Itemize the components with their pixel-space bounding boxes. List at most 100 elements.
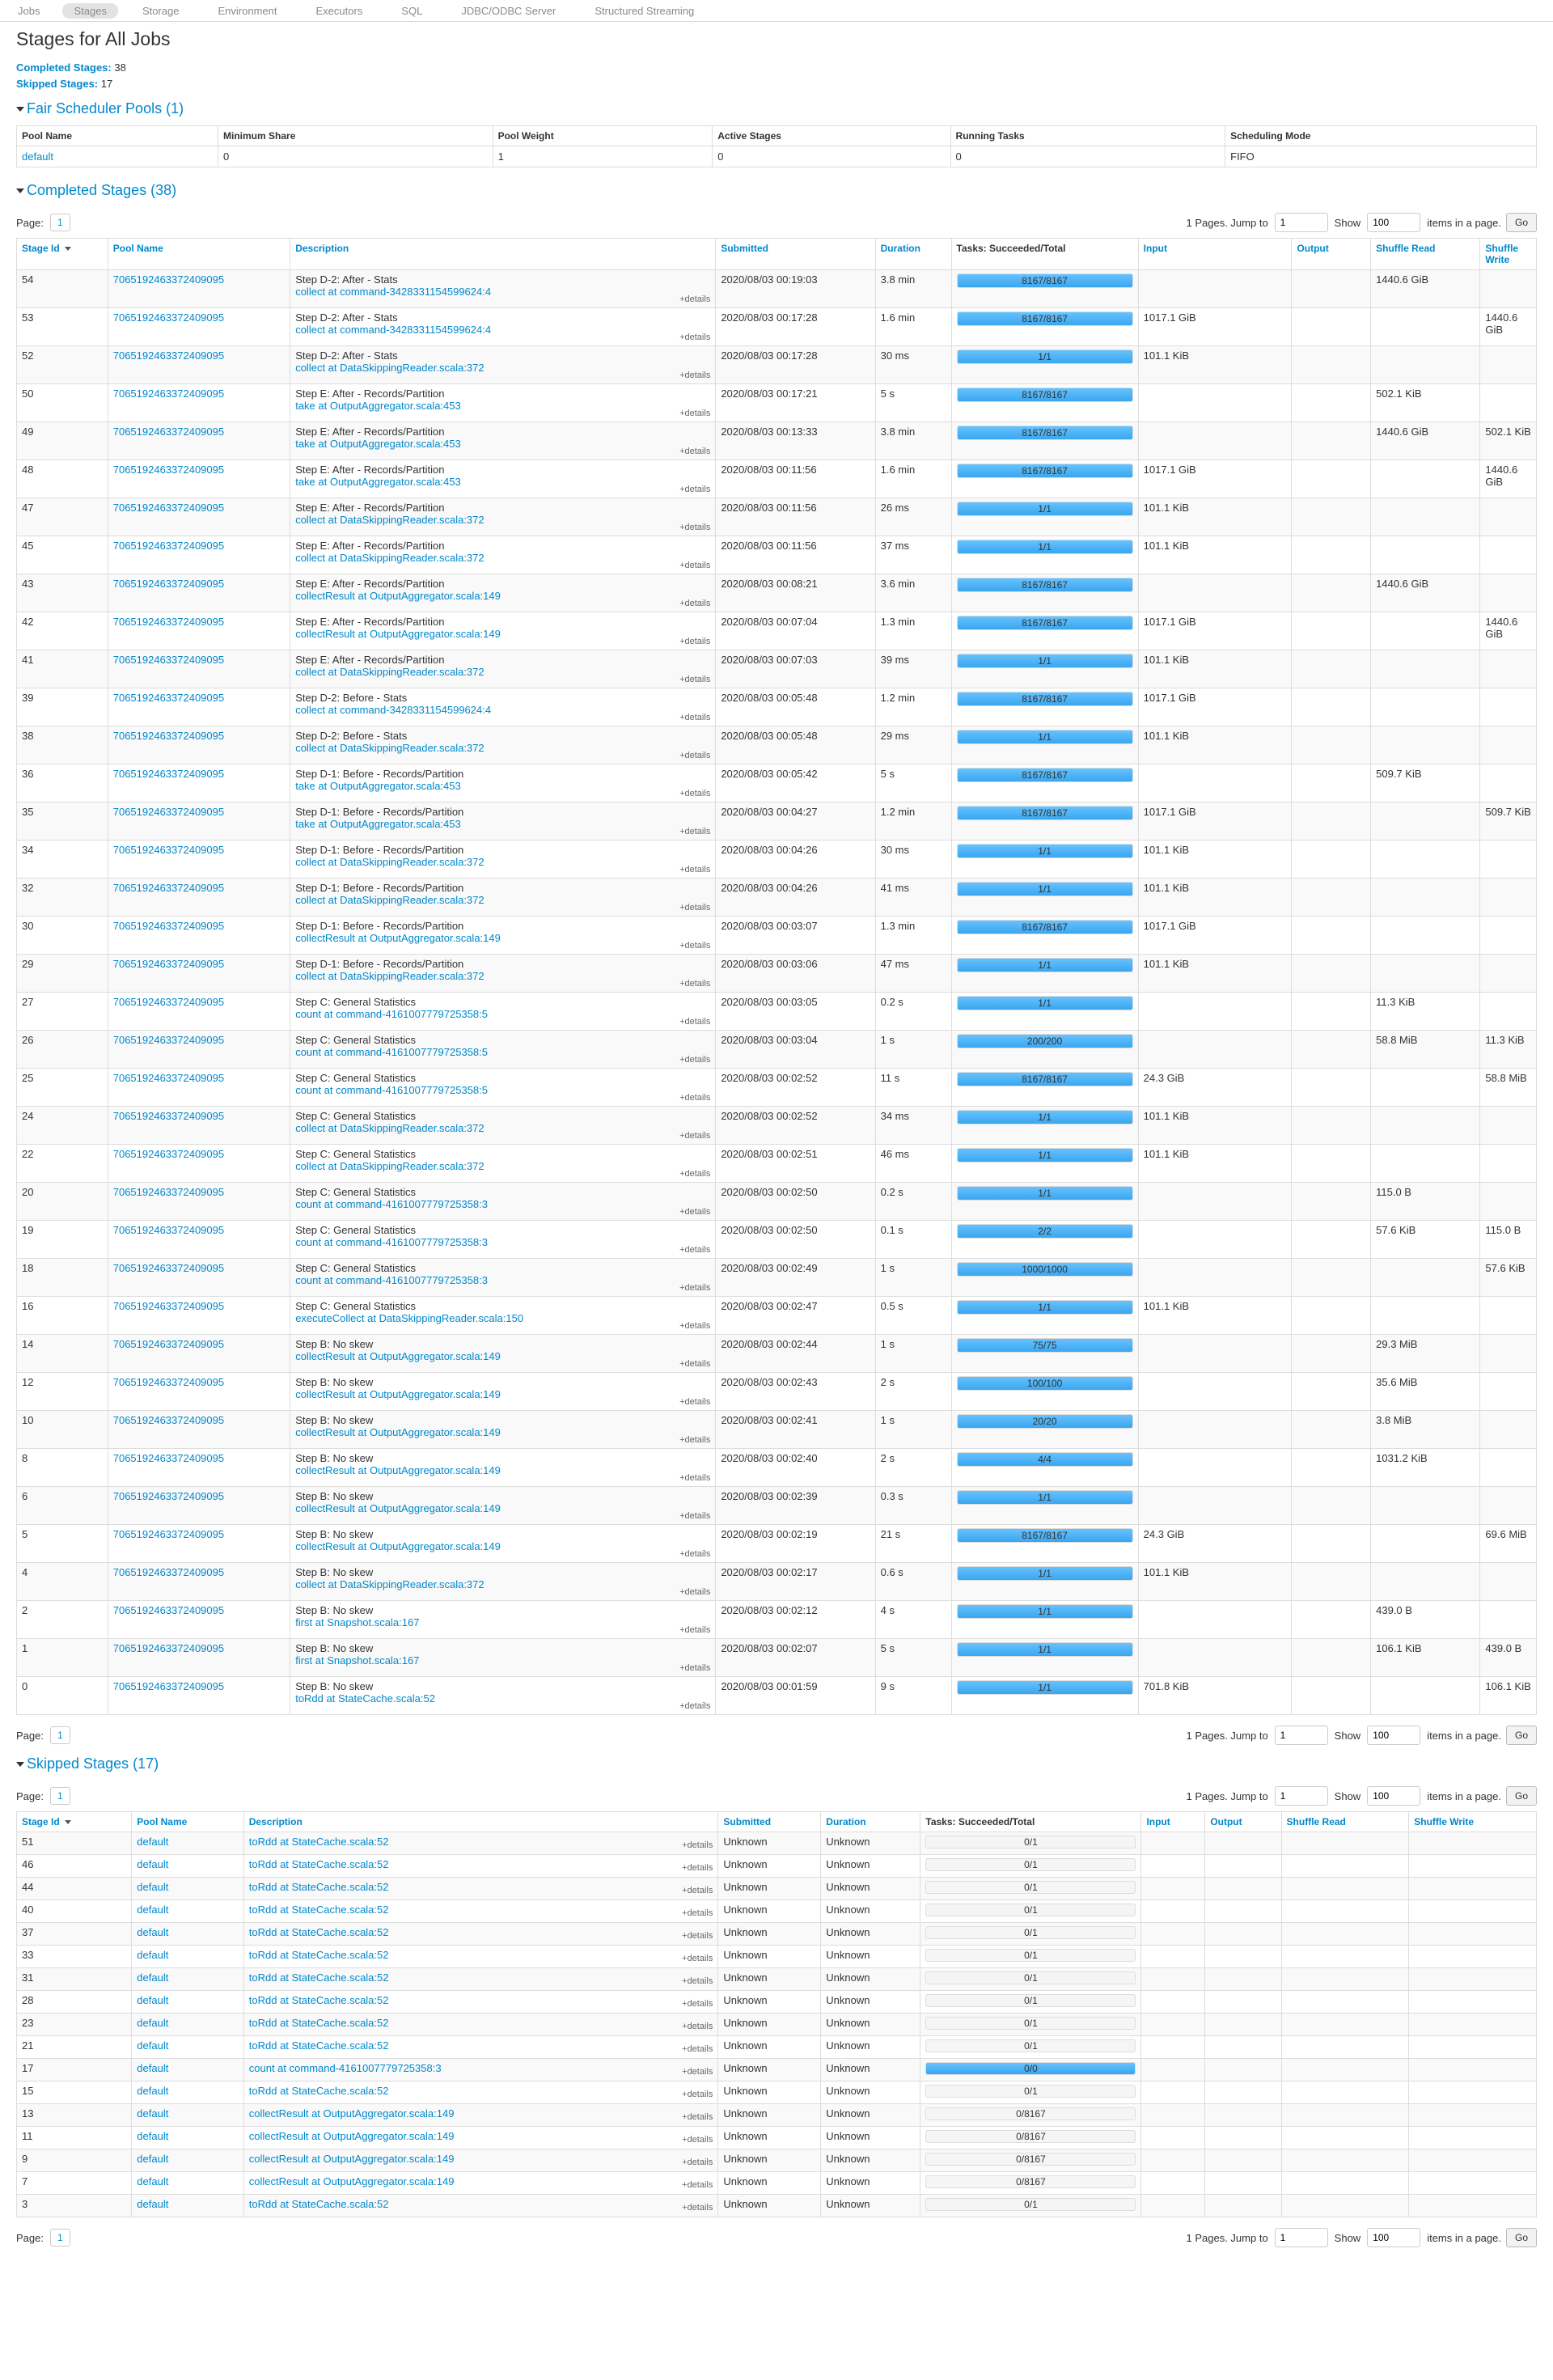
pool-name-link[interactable]: 7065192463372409095 — [112, 654, 225, 666]
details-toggle[interactable]: +details — [679, 1435, 711, 1445]
page-number-link[interactable]: 1 — [49, 2229, 70, 2247]
column-header-shuffle-write[interactable]: Shuffle Write — [1408, 1811, 1537, 1832]
stage-name-link[interactable]: toRdd at StateCache.scala:52 — [248, 1858, 389, 1870]
pool-name-link[interactable]: 7065192463372409095 — [112, 1376, 225, 1388]
pool-name-link[interactable]: default — [137, 2175, 169, 2187]
stage-name-link[interactable]: executeCollect at DataSkippingReader.sca… — [295, 1312, 524, 1324]
details-toggle[interactable]: +details — [679, 1473, 711, 1483]
stage-name-link[interactable]: toRdd at StateCache.scala:52 — [248, 1994, 389, 2006]
details-toggle[interactable]: +details — [679, 1207, 711, 1217]
pool-name-link[interactable]: 7065192463372409095 — [112, 387, 225, 400]
pool-name-link[interactable]: 7065192463372409095 — [112, 464, 225, 476]
details-toggle[interactable]: +details — [679, 1131, 711, 1141]
pool-name-link[interactable]: default — [137, 1881, 169, 1893]
stage-name-link[interactable]: take at OutputAggregator.scala:453 — [295, 476, 461, 488]
stage-name-link[interactable]: count at command-4161007779725358:5 — [295, 1008, 488, 1020]
column-header-submitted[interactable]: Submitted — [715, 238, 876, 270]
pool-name-link[interactable]: 7065192463372409095 — [112, 1262, 225, 1274]
nav-tab-sql[interactable]: SQL — [401, 4, 423, 17]
pool-name-link[interactable]: 7065192463372409095 — [112, 958, 225, 970]
pool-name-link[interactable]: 7065192463372409095 — [112, 1072, 225, 1084]
pool-name-link[interactable]: default — [137, 1971, 169, 1984]
pool-name-link[interactable]: 7065192463372409095 — [112, 1528, 225, 1540]
pool-name-link[interactable]: 7065192463372409095 — [112, 844, 225, 856]
stage-name-link[interactable]: collectResult at OutputAggregator.scala:… — [248, 2175, 455, 2187]
pool-name-link[interactable]: 7065192463372409095 — [112, 768, 225, 780]
stage-name-link[interactable]: collect at DataSkippingReader.scala:372 — [295, 894, 485, 906]
pools-section-toggle[interactable]: Fair Scheduler Pools (1) — [16, 100, 1537, 117]
stage-name-link[interactable]: collect at command-3428331154599624:4 — [295, 286, 492, 298]
details-toggle[interactable]: +details — [682, 1931, 713, 1941]
stage-name-link[interactable]: collect at DataSkippingReader.scala:372 — [295, 552, 485, 564]
details-toggle[interactable]: +details — [679, 1169, 711, 1179]
pool-name-link[interactable]: 7065192463372409095 — [112, 1566, 225, 1578]
stage-name-link[interactable]: collect at DataSkippingReader.scala:372 — [295, 1578, 485, 1590]
stage-name-link[interactable]: collectResult at OutputAggregator.scala:… — [248, 2107, 455, 2120]
details-toggle[interactable]: +details — [682, 2090, 713, 2099]
page-size-input[interactable] — [1367, 1786, 1421, 1806]
page-number-link[interactable]: 1 — [49, 1787, 70, 1805]
details-toggle[interactable]: +details — [679, 1017, 711, 1027]
details-toggle[interactable]: +details — [682, 2158, 713, 2167]
stage-name-link[interactable]: count at command-4161007779725358:5 — [295, 1084, 488, 1096]
stage-name-link[interactable]: toRdd at StateCache.scala:52 — [248, 2085, 389, 2097]
pool-name-link[interactable]: 7065192463372409095 — [112, 692, 225, 704]
jump-to-page-input[interactable] — [1274, 213, 1328, 232]
stage-name-link[interactable]: collectResult at OutputAggregator.scala:… — [295, 1350, 501, 1362]
details-toggle[interactable]: +details — [679, 1283, 711, 1293]
stage-name-link[interactable]: collect at DataSkippingReader.scala:372 — [295, 856, 485, 868]
details-toggle[interactable]: +details — [679, 1321, 711, 1331]
column-header-duration[interactable]: Duration — [874, 238, 952, 270]
column-header-tasks-succeeded-total[interactable]: Tasks: Succeeded/Total — [950, 238, 1139, 270]
pool-name-link[interactable]: 7065192463372409095 — [112, 311, 225, 324]
details-toggle[interactable]: +details — [679, 1245, 711, 1255]
column-header-input[interactable]: Input — [1137, 238, 1293, 270]
pool-name-link[interactable]: 7065192463372409095 — [112, 920, 225, 932]
stage-name-link[interactable]: count at command-4161007779725358:3 — [295, 1198, 488, 1210]
details-toggle[interactable]: +details — [679, 1663, 711, 1673]
stage-name-link[interactable]: first at Snapshot.scala:167 — [295, 1654, 420, 1666]
page-size-input[interactable] — [1367, 213, 1421, 232]
stage-name-link[interactable]: toRdd at StateCache.scala:52 — [248, 2017, 389, 2029]
stage-name-link[interactable]: take at OutputAggregator.scala:453 — [295, 438, 461, 450]
pool-name-link[interactable]: 7065192463372409095 — [112, 616, 225, 628]
stage-name-link[interactable]: collectResult at OutputAggregator.scala:… — [295, 628, 501, 640]
details-toggle[interactable]: +details — [679, 1359, 711, 1369]
go-button[interactable]: Go — [1505, 213, 1537, 232]
pool-name-link[interactable]: 7065192463372409095 — [112, 1034, 225, 1046]
nav-tab-stages[interactable]: Stages — [62, 2, 118, 19]
pool-name-link[interactable]: default — [137, 1926, 169, 1938]
column-header-output[interactable]: Output — [1204, 1811, 1282, 1832]
column-header-shuffle-read[interactable]: Shuffle Read — [1370, 238, 1481, 270]
stage-name-link[interactable]: count at command-4161007779725358:3 — [295, 1274, 488, 1286]
pool-name-link[interactable]: default — [137, 2198, 169, 2210]
stage-name-link[interactable]: take at OutputAggregator.scala:453 — [295, 818, 461, 830]
stage-name-link[interactable]: collect at DataSkippingReader.scala:372 — [295, 514, 485, 526]
details-toggle[interactable]: +details — [682, 1976, 713, 1986]
details-toggle[interactable]: +details — [679, 979, 711, 989]
pool-name-link[interactable]: 7065192463372409095 — [112, 1338, 225, 1350]
column-header-duration[interactable]: Duration — [820, 1811, 921, 1832]
pool-name-link[interactable]: default — [137, 1858, 169, 1870]
pool-name-link[interactable]: 7065192463372409095 — [112, 502, 225, 514]
pool-name-link[interactable]: default — [137, 1904, 169, 1916]
details-toggle[interactable]: +details — [679, 827, 711, 836]
pool-name-link[interactable]: default — [137, 1994, 169, 2006]
details-toggle[interactable]: +details — [679, 1549, 711, 1559]
column-header-description[interactable]: Description — [290, 238, 717, 270]
pool-name-link[interactable]: 7065192463372409095 — [112, 1186, 225, 1198]
stage-name-link[interactable]: collectResult at OutputAggregator.scala:… — [295, 1502, 501, 1514]
stage-name-link[interactable]: toRdd at StateCache.scala:52 — [248, 1971, 389, 1984]
jump-to-page-input[interactable] — [1274, 1786, 1328, 1806]
details-toggle[interactable]: +details — [679, 371, 711, 380]
details-toggle[interactable]: +details — [679, 637, 711, 646]
details-toggle[interactable]: +details — [682, 2067, 713, 2077]
stage-name-link[interactable]: take at OutputAggregator.scala:453 — [295, 780, 461, 792]
pool-name-link[interactable]: 7065192463372409095 — [112, 1642, 225, 1654]
details-toggle[interactable]: +details — [682, 1908, 713, 1918]
stage-name-link[interactable]: collect at DataSkippingReader.scala:372 — [295, 666, 485, 678]
details-toggle[interactable]: +details — [682, 2180, 713, 2190]
pool-name-link[interactable]: 7065192463372409095 — [112, 1452, 225, 1464]
column-header-shuffle-read[interactable]: Shuffle Read — [1280, 1811, 1410, 1832]
pool-name-link[interactable]: default — [137, 1949, 169, 1961]
